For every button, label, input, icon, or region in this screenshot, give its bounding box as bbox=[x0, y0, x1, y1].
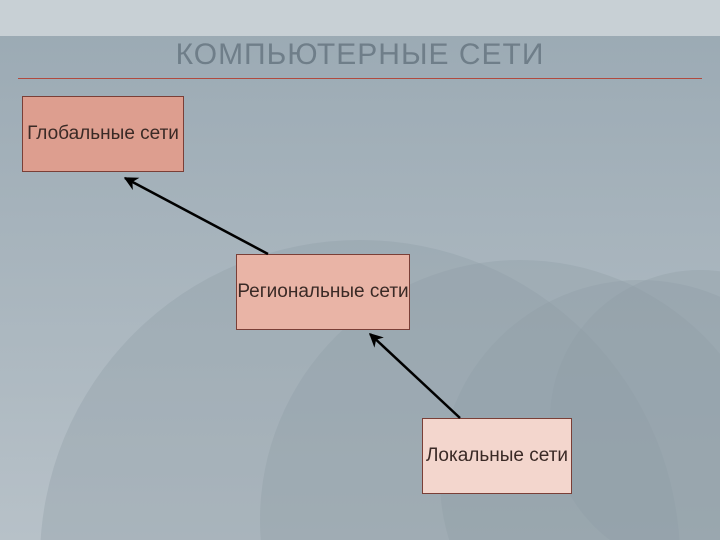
diagram-node-regional: Региональные сети bbox=[236, 254, 410, 330]
diagram-node-label: Глобальные сети bbox=[27, 122, 179, 146]
diagram-node-label: Локальные сети bbox=[426, 444, 568, 468]
slide-title: КОМПЬЮТЕРНЫЕ СЕТИ bbox=[0, 38, 720, 72]
diagram-node-global: Глобальные сети bbox=[22, 96, 184, 172]
title-underline bbox=[18, 78, 702, 79]
slide: КОМПЬЮТЕРНЫЕ СЕТИ Глобальные сети Региона… bbox=[0, 0, 720, 540]
diagram-node-label: Региональные сети bbox=[237, 280, 408, 304]
diagram-node-local: Локальные сети bbox=[422, 418, 572, 494]
